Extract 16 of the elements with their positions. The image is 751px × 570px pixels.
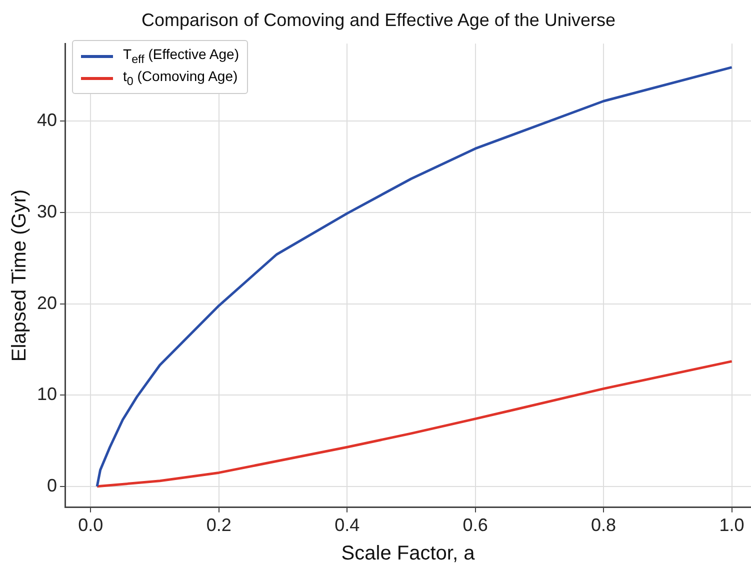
x-tick-label: 1.0 <box>719 515 744 536</box>
x-tick-label: 0.2 <box>206 515 232 536</box>
x-tick-label: 0.0 <box>78 515 104 536</box>
y-tick-label: 10 <box>36 384 58 404</box>
y-tick-label: 20 <box>36 292 58 313</box>
y-tick-label: 0 <box>47 475 58 496</box>
y-tick-label: 40 <box>36 110 58 130</box>
x-tick-label: 0.6 <box>462 515 488 536</box>
legend-label: t$_{0}$ (Comoving Age) <box>123 68 238 88</box>
x-tick-label: 0.4 <box>334 515 360 536</box>
x-axis-title: Scale Factor, a <box>341 542 476 565</box>
y-axis-title: Elapsed Time (Gyr) <box>8 189 31 362</box>
legend-label: T$_{eff}$ (Effective Age) <box>123 46 239 66</box>
y-tick-label: 30 <box>36 201 58 222</box>
x-tick-label: 0.8 <box>591 515 616 536</box>
chart-title: Comparison of Comoving and Effective Age of the Universe <box>142 10 616 30</box>
